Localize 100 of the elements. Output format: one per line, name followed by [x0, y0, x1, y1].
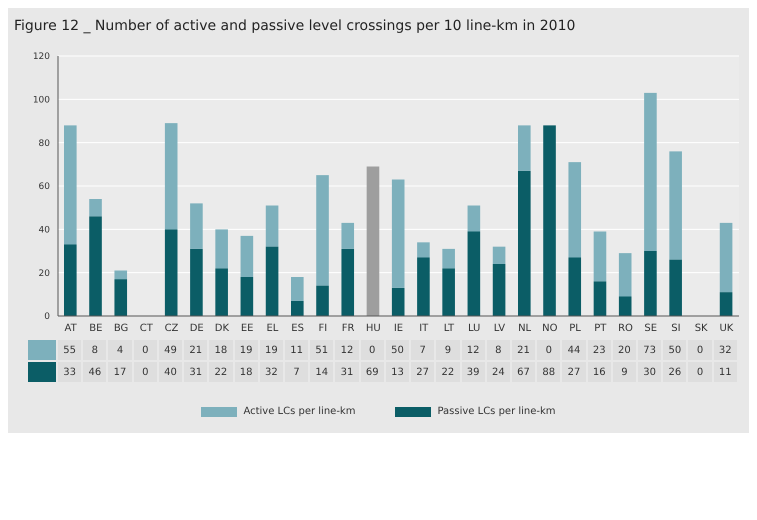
y-tick-label: 100 [32, 96, 50, 106]
bar [417, 258, 430, 316]
data-label: 21 [512, 340, 536, 360]
bar [720, 222, 732, 292]
data-label: 18 [209, 340, 233, 360]
data-label: 9 [612, 362, 636, 382]
y-tick-label: 120 [32, 52, 50, 62]
data-label: 11 [284, 340, 308, 360]
x-tick-label: CT [140, 323, 154, 334]
x-tick-label: SK [694, 323, 708, 334]
x-tick-label: DK [214, 323, 230, 334]
data-label: 11 [714, 362, 737, 382]
data-label: 73 [638, 340, 662, 360]
data-label: 40 [158, 362, 182, 382]
data-label: 55 [58, 340, 82, 360]
data-label: 39 [462, 362, 485, 382]
bar [417, 242, 430, 258]
data-label: 50 [663, 340, 686, 360]
bar [568, 162, 582, 258]
x-tick-label: NL [518, 323, 532, 334]
data-label: 88 [537, 362, 560, 382]
bar [291, 300, 304, 316]
bar [568, 258, 582, 316]
bar [316, 175, 329, 286]
data-label: 24 [486, 362, 510, 382]
bar [266, 206, 278, 247]
bar [618, 296, 632, 316]
x-tick-label: AT [64, 323, 78, 334]
value-table: 55 8 4 0 49 21 18 19 19 11 51 12 0 50 7 9 12 8 21 0 44 23 20 73 50 0 32 33 46 17 0 40 31 22 18 32 7 14 31 69 13 27 22 39 24 67 88 27 16 9 30 26 0 11 [8, 338, 749, 382]
y-tick-label: 80 [38, 138, 50, 149]
bar [442, 268, 455, 316]
x-tick-label: BG [114, 323, 128, 334]
bar [644, 92, 657, 251]
data-label: 44 [562, 340, 586, 360]
x-tick-label: SI [671, 323, 681, 334]
x-tick-label: LV [494, 323, 506, 334]
bar [468, 206, 480, 232]
data-label: 0 [134, 340, 157, 360]
bar [190, 248, 203, 316]
data-label: 21 [184, 340, 208, 360]
data-label: 7 [411, 340, 434, 360]
data-label: 32 [260, 362, 283, 382]
y-tick-label: 0 [44, 312, 50, 322]
data-label: 0 [537, 340, 560, 360]
data-label: 0 [360, 340, 384, 360]
bar [164, 123, 178, 230]
bar [468, 232, 480, 316]
bar [442, 248, 455, 268]
data-label: 9 [436, 340, 460, 360]
data-label: 32 [714, 340, 737, 360]
data-label: 13 [386, 362, 410, 382]
bar [190, 203, 203, 249]
bar [669, 151, 682, 260]
bar [291, 277, 304, 301]
data-label: 22 [436, 362, 460, 382]
bar [341, 222, 354, 249]
data-label: 31 [335, 362, 359, 382]
data-label: 16 [588, 362, 611, 382]
bar [341, 248, 354, 316]
bar [720, 292, 732, 316]
y-tick-label: 40 [38, 226, 50, 236]
x-tick-label: EE [240, 323, 254, 334]
data-label: 14 [310, 362, 334, 382]
data-label: 26 [663, 362, 686, 382]
data-label: 51 [310, 340, 334, 360]
data-label: 0 [688, 362, 712, 382]
data-label: 17 [108, 362, 132, 382]
x-tick-label: FI [318, 323, 328, 334]
data-label: 22 [209, 362, 233, 382]
data-label: 19 [234, 340, 258, 360]
legend-label: Passive LCs per line-km [437, 406, 556, 417]
x-tick-label: ES [291, 323, 304, 334]
bar [392, 180, 404, 288]
data-label: 69 [360, 362, 384, 382]
bar [392, 288, 404, 316]
data-label: 49 [158, 340, 182, 360]
data-label: 27 [562, 362, 586, 382]
x-tick-label: RO [618, 323, 634, 334]
bar [64, 125, 77, 244]
bar [669, 260, 682, 316]
x-tick-label: BE [89, 323, 102, 334]
data-label: 8 [83, 340, 106, 360]
data-label: 4 [108, 340, 132, 360]
x-tick-label: DE [190, 323, 204, 334]
data-label: 0 [688, 340, 712, 360]
bar [366, 166, 380, 316]
data-label: 8 [486, 340, 510, 360]
bar [316, 286, 329, 316]
data-label: 33 [58, 362, 82, 382]
bar [492, 264, 506, 316]
data-label: 23 [588, 340, 611, 360]
data-label: 50 [386, 340, 410, 360]
bar [215, 268, 228, 316]
x-tick-label: LT [444, 323, 455, 334]
x-tick-label: LU [468, 323, 480, 334]
bar [518, 125, 531, 171]
chart-title: Figure 12 _ Number of active and passive level crossings per 10 line-km in 2010 [13, 17, 576, 36]
data-label: 12 [335, 340, 359, 360]
bar [114, 279, 128, 316]
bar [594, 281, 606, 316]
